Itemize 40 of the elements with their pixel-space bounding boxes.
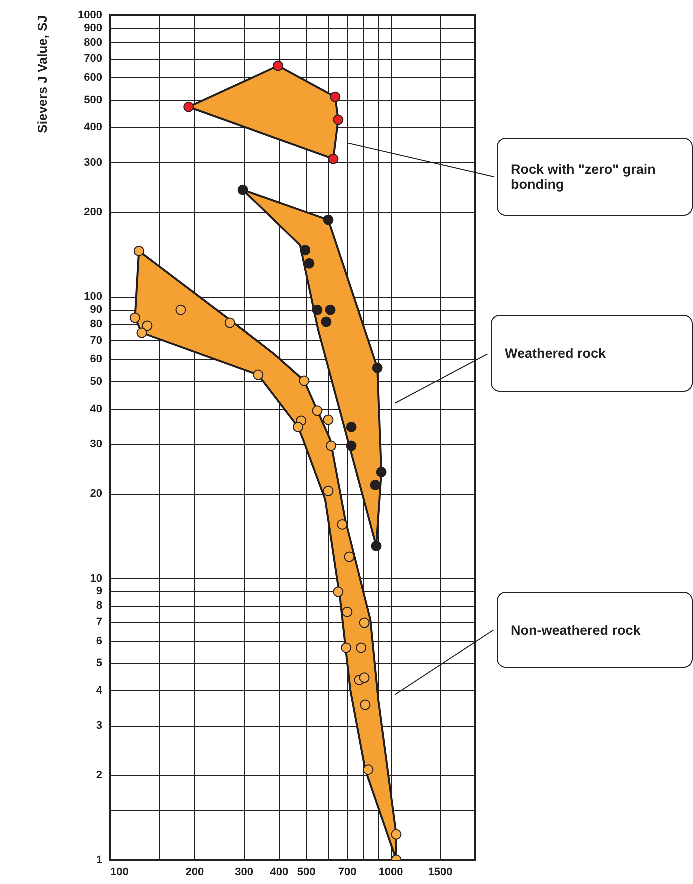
y-tick-label: 9 <box>96 586 102 598</box>
y-tick-label: 700 <box>84 53 102 66</box>
y-tick-label: 100 <box>84 291 102 304</box>
x-tick-label: 200 <box>186 866 204 878</box>
y-tick-label: 20 <box>90 488 102 500</box>
y-tick-label: 8 <box>96 600 102 612</box>
x-tick-label: 1000 <box>378 866 404 878</box>
y-tick-label: 80 <box>90 318 102 330</box>
x-tick-label: 1500 <box>428 866 453 878</box>
y-tick-label: 10 <box>90 572 102 585</box>
y-tick-label: 6 <box>96 635 102 648</box>
x-tick-label: 500 <box>297 866 316 878</box>
text: Non-weathered rock <box>511 622 641 638</box>
text: Weathered rock <box>505 346 606 361</box>
y-tick-label: 40 <box>90 403 102 416</box>
y-tick-label: 900 <box>84 22 102 34</box>
y-tick-label: 600 <box>84 72 102 84</box>
x-tick-label: 400 <box>270 866 289 878</box>
y-tick-label: 800 <box>84 36 102 49</box>
y-tick-label: 2 <box>96 770 102 782</box>
x-tick-label: 100 <box>110 866 129 878</box>
y-tick-label: 5 <box>96 658 102 670</box>
y-tick-label: 500 <box>84 94 102 106</box>
y-tick-label: 7 <box>96 616 102 628</box>
y-tick-label: 30 <box>90 438 102 450</box>
y-tick-label: 70 <box>90 334 102 347</box>
y-tick-label: 400 <box>84 122 102 134</box>
x-tick-label: 700 <box>338 866 357 878</box>
y-tick-label: 200 <box>84 206 102 218</box>
y-axis-title: Sievers J Value, SJ <box>35 16 50 134</box>
y-tick-label: 1 <box>96 854 102 866</box>
y-tick-label: 1000 <box>78 10 102 22</box>
text: Rock with "zero" grain bonding <box>511 162 657 192</box>
y-tick-label: 3 <box>96 720 102 732</box>
y-tick-label: 50 <box>90 376 102 388</box>
x-tick-label: 300 <box>235 866 254 878</box>
y-tick-label: 90 <box>90 304 102 316</box>
y-tick-label: 60 <box>90 354 102 366</box>
y-tick-label: 4 <box>96 684 104 697</box>
y-tick-label: 300 <box>84 156 102 169</box>
